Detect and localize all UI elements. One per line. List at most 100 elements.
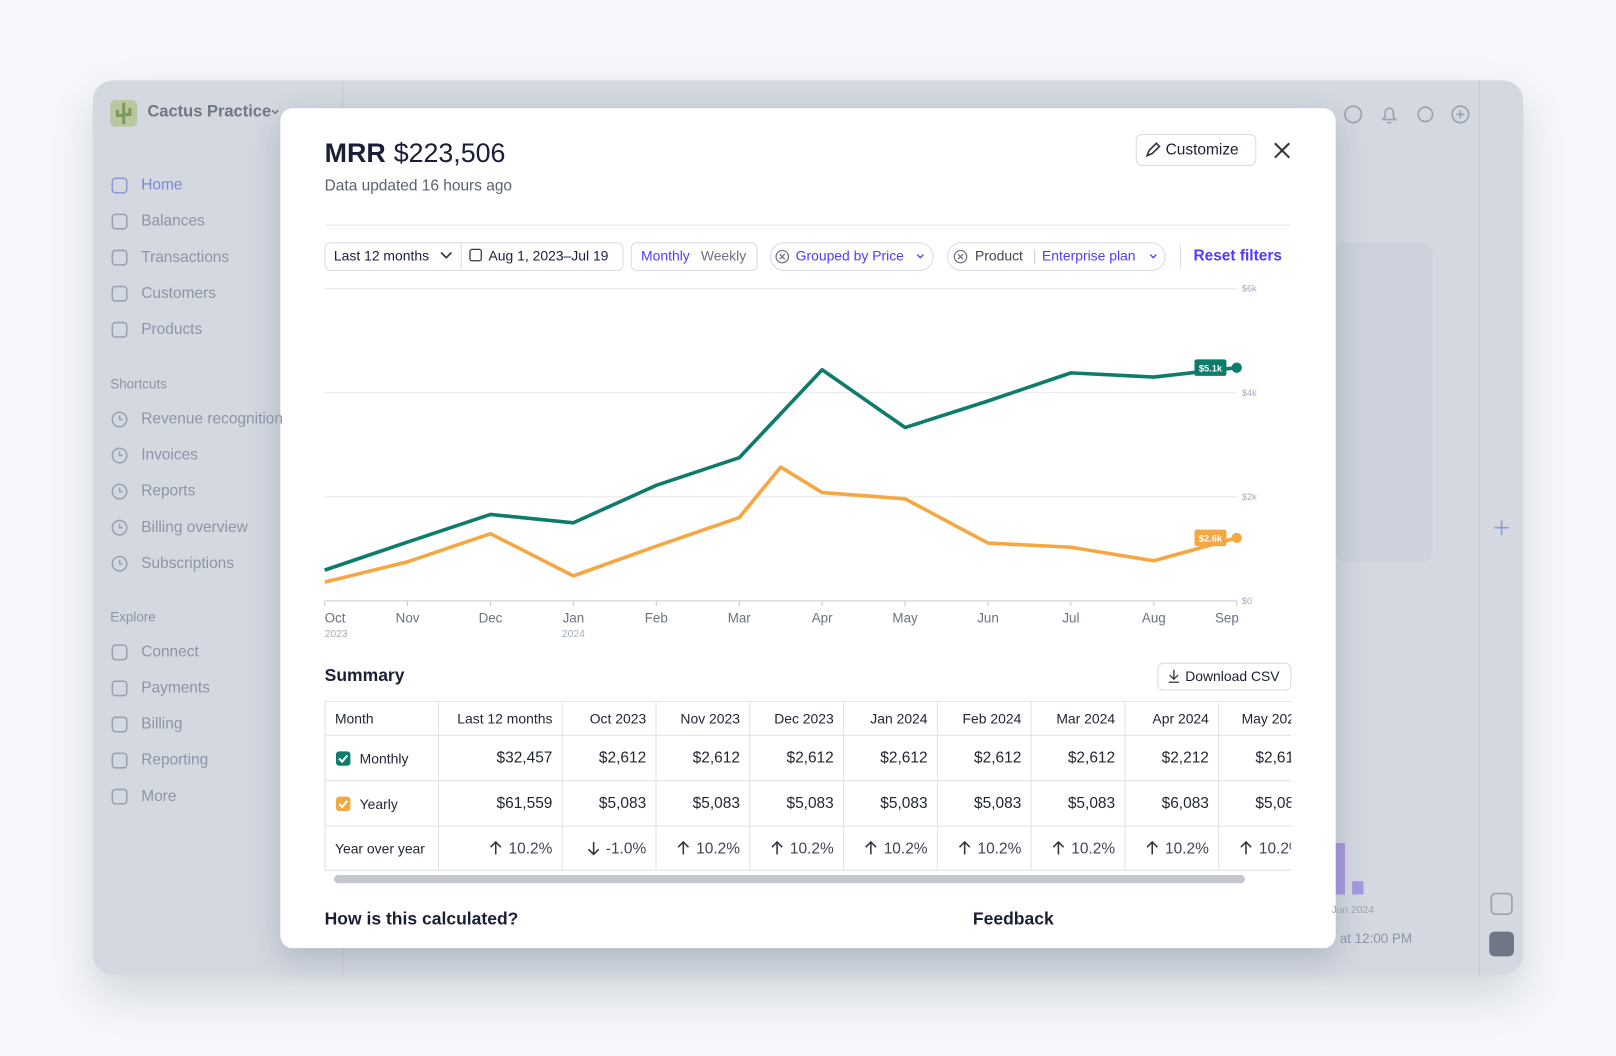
reset-filters[interactable]: Reset filters [1193,247,1282,265]
nav-item[interactable]: Connect [141,643,199,661]
nav-item[interactable]: Revenue recognition [141,410,283,428]
remove-icon[interactable] [775,249,790,264]
close-icon[interactable] [1274,142,1291,159]
yoy-text: 10.2% [1258,839,1292,858]
download-button[interactable] [1157,662,1292,691]
y-tick-label: $2k [1242,492,1257,502]
nav-item[interactable]: More [141,787,177,805]
yoy-row: Year over year 10.2% -1.0% 10.2% 10.2% 10.2% 1… [325,825,1292,870]
yoy-text: 10.2% [883,839,928,858]
background-label: Jun 2024 [1331,904,1374,917]
yoy-text: -1.0% [605,839,647,858]
nav-item[interactable]: Home [141,176,183,194]
end-label-bg [1194,359,1227,376]
remove-icon[interactable] [953,249,968,264]
summary-table: Month Last 12 months Oct 2023 Nov 2023 Dec 2… [325,701,1292,870]
value-cell-text: $2,612 [974,749,1022,767]
scrollbar[interactable] [333,874,1245,884]
nav-item[interactable]: Reporting [141,751,209,769]
mrr-amount: $223,506 [393,137,506,168]
y-tick-label: $6k [1242,284,1257,294]
nav-icon [111,519,128,536]
divider [324,224,1292,226]
x-tick-label: May [892,610,918,625]
column-header-text: Oct 2023 [589,710,647,727]
x-tick-label: Dec [479,610,503,625]
nav-icon [111,555,128,572]
trend-arrow [1146,840,1159,855]
row-label-text: Monthly [359,750,409,767]
nav-item[interactable]: Payments [141,679,210,697]
right-rail-divider [1478,80,1480,975]
filter-divider [460,242,462,272]
help-icon[interactable] [1344,105,1363,124]
list-button[interactable] [1490,892,1513,915]
value-cell: $2,212 [1124,734,1220,782]
data-row: Yearly $61,559 $5,083 $5,083 $5,083 $5,083 $5,… [325,780,1292,827]
nav-icon [111,285,128,302]
trend-arrow [678,840,690,855]
nav-item[interactable]: Invoices [141,446,198,464]
series-line [324,365,1237,572]
trend-arrow [490,840,502,855]
chevron [916,254,1157,259]
value-cell-text: $5,083 [880,794,928,813]
calendar-icon [469,248,482,262]
nav-item[interactable]: Billing overview [141,518,248,536]
add-icon[interactable] [1451,105,1470,124]
nav-icon [111,644,128,661]
nav-item[interactable]: Billing [141,715,183,733]
nav-item[interactable]: Customers [141,284,216,302]
value-cell-text: $2,612 [786,749,834,767]
column-header: Jan 2024 [843,701,938,736]
column-header-text: Last 12 months [457,710,553,727]
x-tick-label: Oct [325,610,346,625]
value-cell-text: $32,457 [496,749,553,767]
group-filter[interactable] [769,242,934,272]
nav-icon-hand [118,487,123,493]
data-row: Monthly $32,457 $2,612 $2,612 $2,612 $2,612 $2… [325,734,1292,782]
x-tick-label: Mar [728,610,752,625]
nav-item[interactable]: Reports [141,482,196,500]
value-cell-text: $6,083 [1161,794,1209,813]
interval-toggle[interactable] [630,242,758,272]
nav-item[interactable]: Balances [141,212,205,230]
checkbox[interactable] [335,795,351,811]
nav-item[interactable]: Subscriptions [141,554,234,572]
column-header-text: Dec 2023 [774,710,834,727]
end-label-bg [1194,529,1227,547]
x-tick-label: Sep [1215,610,1239,625]
terminal-button[interactable] [1489,931,1514,957]
yoy-cell: 10.2% [1124,825,1220,870]
summary-title: Summary [324,665,405,686]
yoy-text: 10.2% [508,839,553,858]
value-cell-text: $5,083 [1067,794,1116,813]
nav-icon [111,411,128,428]
nav-icon [111,788,128,805]
add-widget[interactable] [1494,520,1509,535]
nav-item[interactable]: Transactions [141,248,230,266]
nav-item[interactable]: Products [141,320,203,339]
value-cell: $5,083 [843,780,938,827]
background-bar [1335,843,1345,895]
section-heading: How is this calculated? [324,908,519,929]
settings-icon[interactable] [1417,106,1434,123]
checkbox[interactable] [335,750,351,766]
value-cell: $2,612 [1030,734,1126,782]
product-filter[interactable] [947,242,1166,272]
nav-icon [111,213,128,230]
date-range-filter[interactable] [324,242,624,272]
value-cell: $32,457 [438,734,563,782]
background-card [1335,242,1433,562]
value-cell-text: $2,612 [598,749,647,767]
value-cell: $5,083 [561,780,657,827]
nav-icon [111,752,128,769]
column-header-text: May 2024 [1241,710,1292,727]
trend-arrow [1240,840,1253,855]
bell-icon[interactable] [1381,107,1397,124]
product-value: Enterprise plan [1041,248,1136,264]
add-icon-plus [1456,110,1465,119]
x-tick-label: Aug [1142,610,1166,625]
